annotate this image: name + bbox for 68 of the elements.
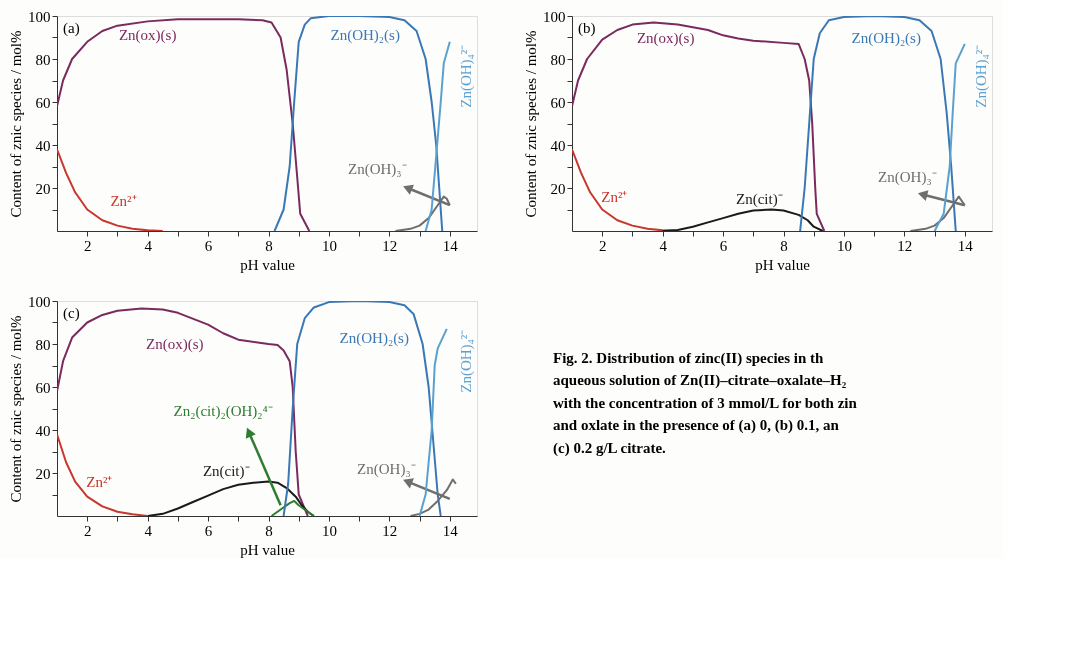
- y-tick-label: 100: [543, 8, 566, 25]
- y-tick-label: 80: [35, 336, 51, 353]
- series-label: Zn(OH)₂(s): [851, 29, 921, 47]
- caption: Fig. 2. Distribution of zinc(II) species in th: [553, 349, 825, 367]
- y-tick-label: 20: [550, 180, 566, 197]
- y-tick-label: 60: [35, 94, 51, 111]
- series-label: Zn²⁺: [601, 188, 628, 205]
- series-label: Zn(ox)(s): [146, 336, 204, 353]
- x-tick-label: 10: [321, 237, 337, 254]
- annotation: (b): [578, 20, 596, 37]
- text: and oxlate in the presence of (a) 0, (b) 0.1, an: [553, 417, 840, 435]
- text: Zn(OH)₃⁻: [348, 160, 407, 178]
- x-tick-label: 8: [265, 237, 273, 254]
- x-tick-label: 6: [719, 237, 728, 254]
- series-label: Zn(ox)(s): [636, 29, 695, 47]
- x-axis-title: pH value: [240, 541, 296, 558]
- y-tick-label: 60: [35, 379, 51, 396]
- series-label: Zn(ox)(s): [118, 27, 177, 45]
- text: (c) 0.2 g/L citrate.: [553, 440, 667, 458]
- y-tick-label: 100: [28, 293, 51, 310]
- text: with the concentration of 3 mmol/L for both zin: [553, 394, 858, 411]
- x-tick-label: 8: [780, 237, 788, 254]
- x-tick-label: 6: [204, 237, 213, 254]
- series-label: Zn(cit)⁻: [736, 190, 783, 208]
- x-axis-title: pH value: [240, 256, 296, 273]
- text: Zn(OH)₄²⁻: [973, 44, 991, 108]
- annotation: (c): [63, 305, 80, 322]
- x-tick-label: 4: [659, 237, 668, 254]
- y-tick-label: 80: [550, 51, 566, 68]
- y-tick-label: 40: [35, 137, 51, 154]
- y-tick-label: 60: [550, 94, 566, 111]
- series-label: Zn²⁺: [110, 192, 137, 209]
- x-tick-label: 2: [83, 237, 92, 254]
- y-axis-title: Content of znic species / mol%: [8, 315, 24, 503]
- x-tick-label: 4: [144, 237, 153, 254]
- y-axis-title: Content of znic species / mol%: [523, 30, 539, 218]
- x-tick-label: 12: [382, 237, 398, 254]
- series-label: Zn²⁺: [86, 473, 113, 490]
- text: Zn₂(cit)₂(OH)₂⁴⁻: [173, 402, 273, 420]
- text: Zn(OH)₄²⁻: [458, 44, 476, 108]
- annotation: (a): [63, 20, 80, 37]
- series-label: Zn(OH)₂(s): [339, 329, 409, 347]
- x-tick-label: 6: [204, 522, 213, 539]
- x-tick-label: 14: [442, 237, 459, 254]
- x-tick-label: 12: [897, 237, 913, 254]
- text: Zn(OH)₄²⁻: [458, 329, 476, 393]
- x-tick-label: 2: [598, 237, 607, 254]
- x-tick-label: 12: [382, 522, 398, 539]
- x-tick-label: 4: [144, 522, 153, 539]
- x-tick-label: 14: [957, 237, 974, 254]
- y-axis-title: Content of znic species / mol%: [8, 30, 24, 218]
- x-axis-title: pH value: [755, 256, 811, 273]
- y-tick-label: 100: [28, 8, 51, 25]
- x-tick-label: 10: [321, 522, 337, 539]
- series-label: Zn(cit)⁻: [202, 462, 250, 480]
- x-tick-label: 8: [265, 522, 273, 539]
- text: Zn(OH)₃⁻: [357, 460, 416, 478]
- y-tick-label: 40: [35, 422, 51, 439]
- y-tick-label: 80: [35, 51, 51, 68]
- y-tick-label: 40: [550, 137, 566, 154]
- x-tick-label: 10: [836, 237, 852, 254]
- x-tick-label: 2: [83, 522, 92, 539]
- series-label: Zn(OH)₃⁻: [878, 169, 937, 187]
- x-tick-label: 14: [442, 522, 459, 539]
- y-tick-label: 20: [35, 465, 51, 482]
- y-tick-label: 20: [35, 180, 51, 197]
- series-label: Zn(OH)₂(s): [330, 27, 400, 45]
- text: aqueous solution of Zn(II)–citrate–oxalate–H₂: [553, 372, 847, 390]
